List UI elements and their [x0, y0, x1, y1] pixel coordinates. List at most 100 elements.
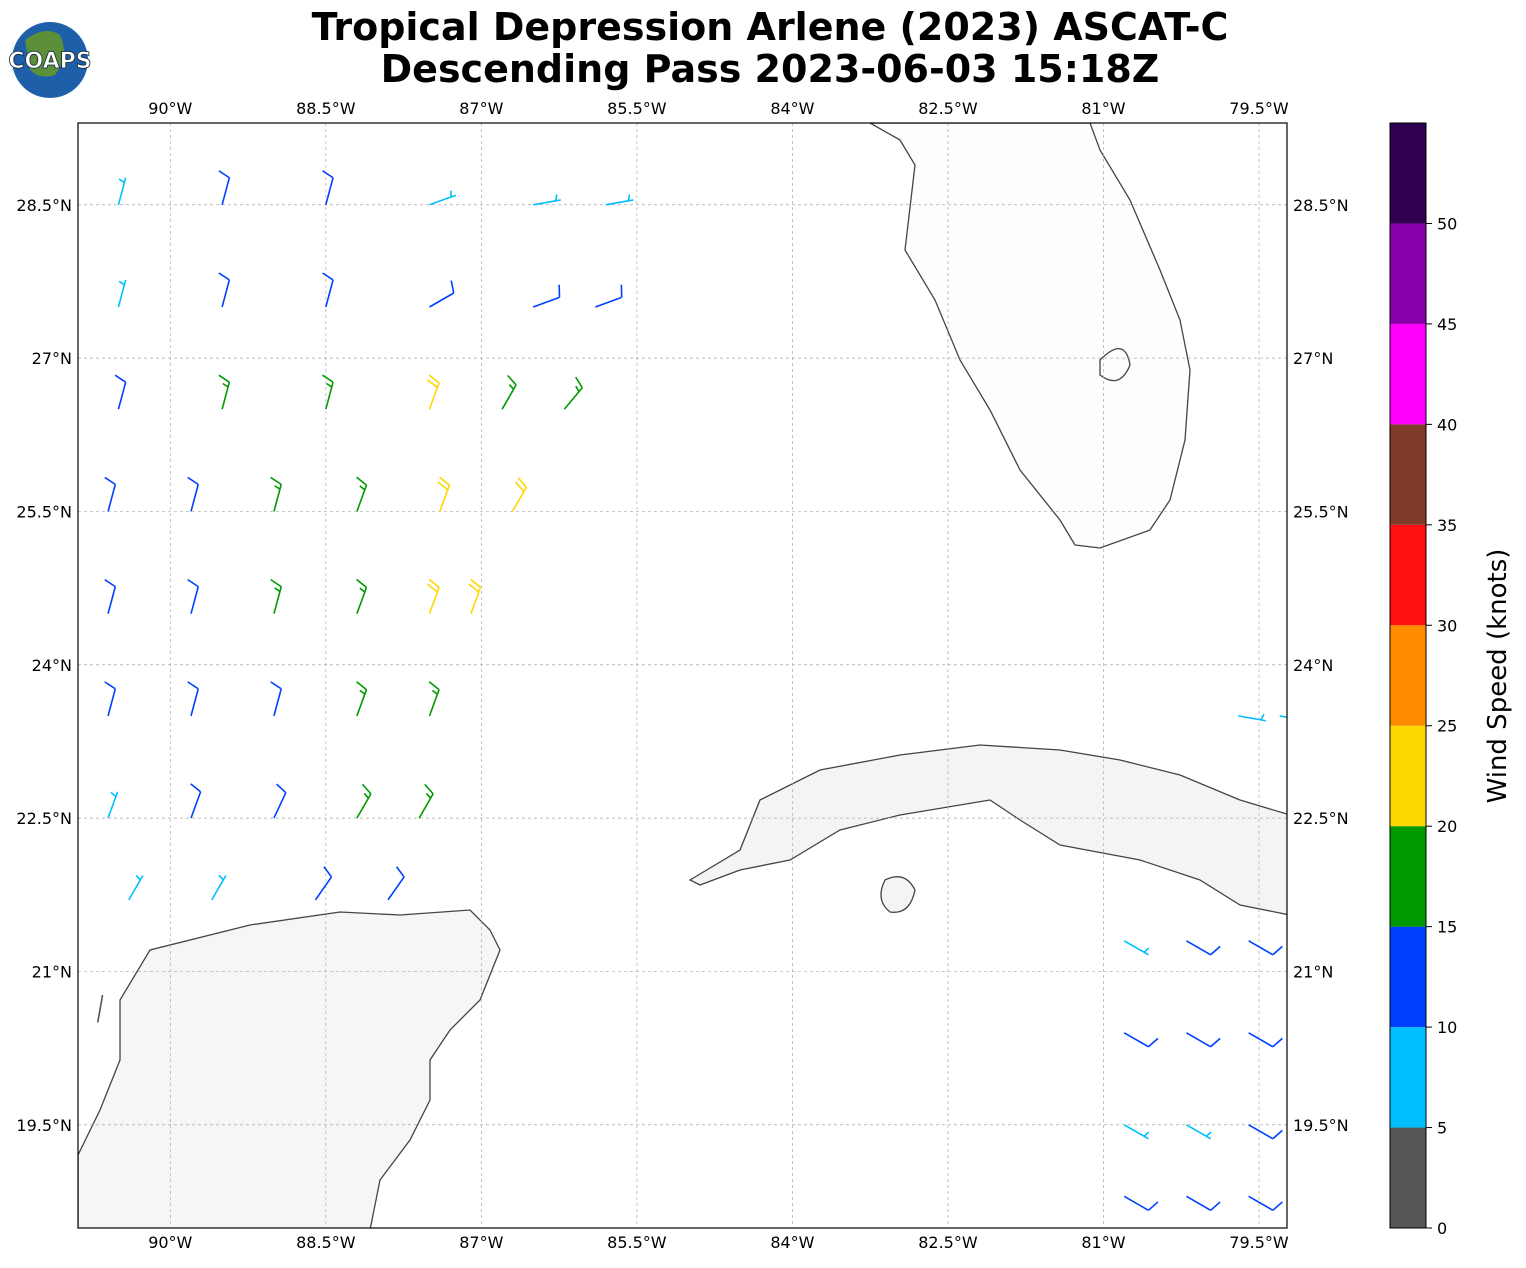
- wind-barb: [1238, 713, 1266, 722]
- wind-barb: [218, 374, 231, 410]
- wind-barb: [1279, 715, 1287, 718]
- colorbar-segment: [1390, 424, 1426, 525]
- wind-barb: [356, 476, 368, 512]
- colorbar-segment: [1390, 1027, 1426, 1128]
- wind-barb: [356, 681, 368, 717]
- wind-barb: [605, 194, 634, 206]
- wind-barb: [468, 578, 482, 614]
- wind-barb: [1248, 1124, 1283, 1140]
- logo: COAPS: [8, 22, 92, 98]
- wind-barb: [107, 791, 119, 819]
- colorbar-tick-label: 20: [1437, 817, 1457, 836]
- subtitle: Descending Pass 2023-06-03 15:18Z: [381, 47, 1160, 91]
- y-tick-label: 28.5°N: [16, 196, 72, 215]
- wind-barb: [96, 994, 104, 1023]
- colorbar-tick-label: 5: [1437, 1119, 1447, 1138]
- grid: 90°W 90°W 88.5°W 88.5°W 87°W 87°W 85.5°W 85.5°W…: [16, 99, 1348, 1252]
- x-tick-label: 88.5°W: [296, 1233, 356, 1252]
- colorbar-segment: [1390, 625, 1426, 726]
- y-tick-label: 24°N: [1293, 656, 1333, 675]
- wind-barb: [104, 681, 117, 717]
- map-frame: [77, 122, 1288, 1229]
- wind-barb: [533, 194, 561, 206]
- wind-barb: [273, 783, 287, 819]
- x-tick-label: 82.5°W: [918, 1233, 978, 1252]
- colorbar-segment: [1390, 1127, 1426, 1228]
- wind-barb: [1186, 1032, 1221, 1048]
- wind-barb: [1186, 940, 1221, 956]
- x-tick-label: 84°W: [770, 99, 814, 118]
- wind-barb: [187, 578, 200, 614]
- wind-barb: [1248, 1032, 1283, 1048]
- logo-land: [25, 31, 64, 77]
- x-tick-label: 87°W: [459, 99, 503, 118]
- x-tick-label: 85.5°W: [607, 99, 667, 118]
- x-tick-label: 90°W: [148, 1233, 192, 1252]
- title: Tropical Depression Arlene (2023) ASCAT-…: [312, 5, 1229, 49]
- colorbar-segment: [1390, 926, 1426, 1028]
- x-tick-label: 81°W: [1081, 1233, 1125, 1252]
- y-tick-label: 21°N: [1293, 962, 1333, 981]
- colorbar-segment: [1390, 725, 1426, 827]
- colorbar: 0 5 10 15 20 25 30 35 40 45 50: [1389, 122, 1457, 1238]
- x-tick-label: 90°W: [148, 99, 192, 118]
- logo-text: COAPS: [8, 49, 91, 74]
- y-tick-label: 22.5°N: [16, 809, 72, 828]
- wind-barb: [270, 476, 282, 512]
- wind-barb: [532, 284, 561, 308]
- wind-barb: [429, 190, 457, 206]
- colorbar-frame: [1389, 122, 1427, 1229]
- wind-barb: [270, 681, 282, 717]
- wind-barb: [428, 681, 440, 717]
- y-tick-label: 22.5°N: [1293, 809, 1349, 828]
- y-tick-label: 24°N: [32, 656, 72, 675]
- wind-barb: [1186, 1195, 1221, 1212]
- wind-barb: [117, 177, 127, 205]
- colorbar-tick-label: 35: [1437, 516, 1457, 535]
- wind-barb: [1123, 1195, 1159, 1212]
- x-tick-label: 79.5°W: [1229, 1233, 1289, 1252]
- isla-juventud: [880, 876, 916, 913]
- y-tick-label: 27°N: [1293, 349, 1333, 368]
- colorbar-tick-label: 15: [1437, 918, 1457, 937]
- y-tick-label: 21°N: [32, 962, 72, 981]
- colorbar-segment: [1390, 524, 1426, 626]
- colorbar-tick-label: 30: [1437, 616, 1457, 635]
- wind-barb: [356, 783, 372, 819]
- wind-barb: [190, 783, 202, 819]
- colorbar-tick-label: 45: [1437, 315, 1457, 334]
- colorbar-tick-label: 40: [1437, 415, 1457, 434]
- x-tick-label: 82.5°W: [918, 99, 978, 118]
- wind-barb: [356, 578, 368, 614]
- colorbar-label: Wind Speed (knots): [1483, 549, 1513, 804]
- wind-barb: [1123, 1032, 1159, 1048]
- wind-barb: [437, 476, 451, 512]
- wind-barb: [270, 578, 282, 614]
- wind-barb: [595, 284, 623, 308]
- colorbar-tick-label: 25: [1437, 717, 1457, 736]
- wind-barb: [1248, 1195, 1283, 1212]
- x-tick-label: 88.5°W: [296, 99, 356, 118]
- wind-barb: [187, 476, 200, 512]
- lake-okeechobee: [1099, 348, 1131, 382]
- y-tick-label: 27°N: [32, 349, 72, 368]
- wind-barb: [218, 272, 231, 308]
- colorbar-segment: [1390, 323, 1426, 425]
- wind-barb: [387, 866, 405, 901]
- wind-barb: [187, 681, 200, 717]
- colorbar-tick-label: 50: [1437, 214, 1457, 233]
- wind-barb: [1186, 1124, 1212, 1140]
- wind-barb: [104, 578, 117, 614]
- wind-barb: [426, 578, 440, 614]
- y-tick-label: 25.5°N: [16, 502, 72, 521]
- x-tick-label: 79.5°W: [1229, 99, 1289, 118]
- colorbar-segment: [1390, 123, 1426, 224]
- wind-barbs: [96, 170, 1287, 1212]
- y-tick-label: 28.5°N: [1293, 196, 1349, 215]
- wind-barb: [114, 374, 127, 410]
- wind-barb: [1248, 940, 1283, 956]
- wind-barb: [322, 170, 334, 205]
- colorbar-segment: [1390, 826, 1426, 927]
- yucatan: [78, 909, 501, 1228]
